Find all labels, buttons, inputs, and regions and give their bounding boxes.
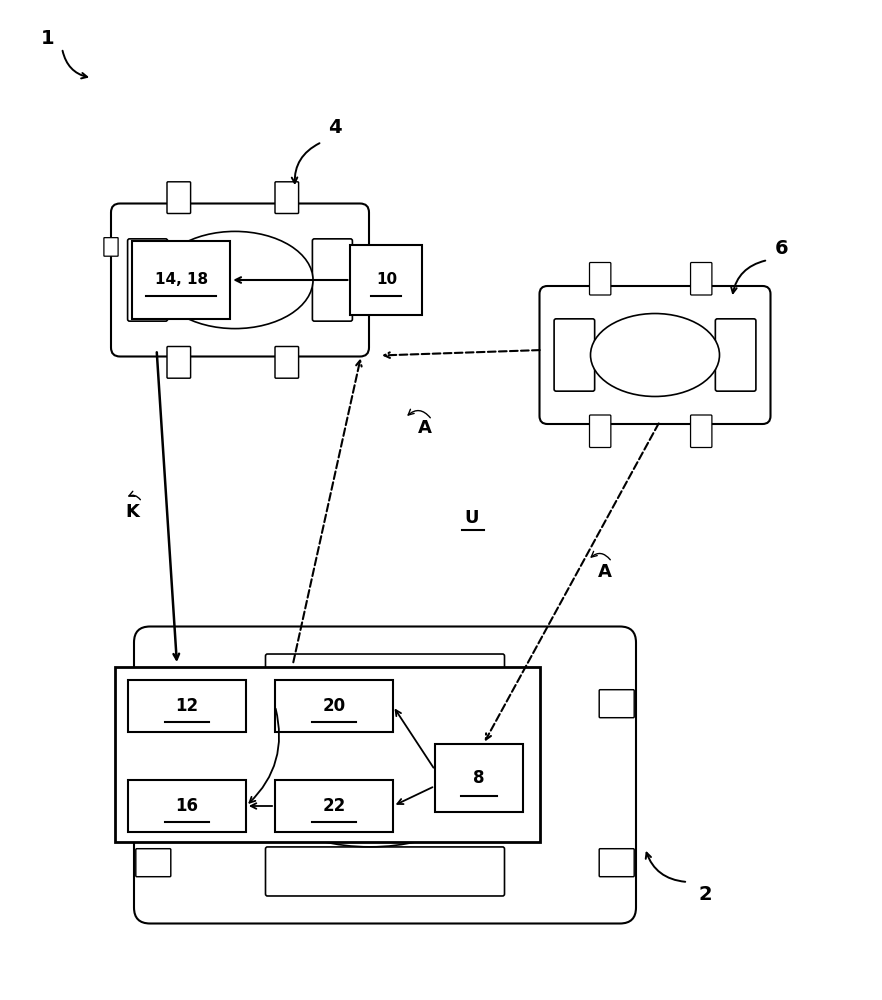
FancyBboxPatch shape — [128, 239, 168, 321]
FancyBboxPatch shape — [265, 847, 505, 896]
FancyBboxPatch shape — [350, 245, 422, 315]
FancyBboxPatch shape — [540, 286, 771, 424]
FancyBboxPatch shape — [128, 780, 246, 832]
Text: 8: 8 — [474, 769, 485, 787]
FancyBboxPatch shape — [132, 241, 230, 319]
Text: 12: 12 — [176, 697, 198, 715]
FancyBboxPatch shape — [599, 690, 634, 718]
FancyBboxPatch shape — [115, 667, 540, 842]
FancyBboxPatch shape — [275, 780, 393, 832]
Text: 16: 16 — [176, 797, 198, 815]
Text: 10: 10 — [376, 272, 397, 288]
FancyBboxPatch shape — [134, 626, 636, 924]
Text: 4: 4 — [328, 118, 342, 137]
FancyBboxPatch shape — [265, 654, 505, 703]
FancyBboxPatch shape — [128, 680, 246, 732]
FancyBboxPatch shape — [136, 849, 171, 877]
FancyBboxPatch shape — [104, 238, 118, 256]
Text: 14, 18: 14, 18 — [154, 272, 208, 288]
Text: A: A — [418, 419, 432, 437]
Text: 6: 6 — [775, 238, 789, 257]
FancyBboxPatch shape — [275, 680, 393, 732]
Text: U: U — [465, 509, 479, 527]
Ellipse shape — [241, 693, 499, 847]
FancyBboxPatch shape — [589, 262, 611, 295]
Text: A: A — [598, 563, 612, 581]
Text: 1: 1 — [41, 29, 55, 48]
FancyBboxPatch shape — [691, 415, 712, 448]
FancyBboxPatch shape — [275, 346, 299, 378]
FancyBboxPatch shape — [554, 319, 594, 391]
Ellipse shape — [157, 231, 313, 329]
Text: 2: 2 — [699, 886, 712, 904]
Text: K: K — [125, 503, 139, 521]
FancyBboxPatch shape — [715, 319, 756, 391]
FancyBboxPatch shape — [589, 415, 611, 448]
FancyBboxPatch shape — [167, 346, 191, 378]
Text: 22: 22 — [323, 797, 346, 815]
FancyBboxPatch shape — [275, 182, 299, 214]
Text: 20: 20 — [323, 697, 346, 715]
Ellipse shape — [591, 314, 720, 396]
FancyBboxPatch shape — [691, 262, 712, 295]
FancyBboxPatch shape — [111, 203, 369, 357]
FancyBboxPatch shape — [312, 239, 353, 321]
FancyBboxPatch shape — [136, 690, 171, 718]
FancyBboxPatch shape — [599, 849, 634, 877]
FancyBboxPatch shape — [167, 182, 191, 214]
FancyBboxPatch shape — [435, 744, 523, 812]
